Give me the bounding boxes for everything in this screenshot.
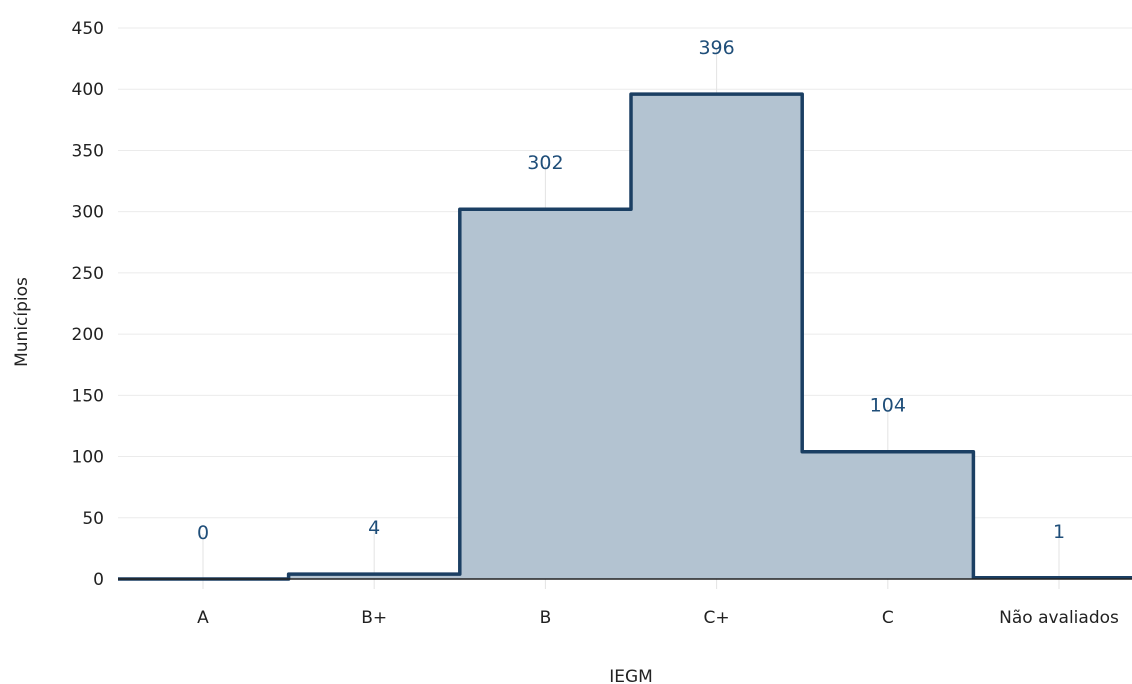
x-tick-label-4: C xyxy=(882,608,894,628)
y-tick-label-350: 350 xyxy=(72,141,104,161)
x-tick-label-5: Não avaliados xyxy=(999,608,1119,628)
x-tick-label-3: C+ xyxy=(704,608,730,628)
series xyxy=(118,92,1132,581)
data-label-1: 4 xyxy=(368,517,380,539)
data-label-4: 104 xyxy=(870,395,906,417)
y-axis-ticks: 0 50 100 150 200 250 300 350 400 450 xyxy=(72,19,104,590)
x-axis-ticks: A B+ B C+ C Não avaliados xyxy=(197,608,1119,628)
y-tick-label-450: 450 xyxy=(72,19,104,39)
y-tick-label-0: 0 xyxy=(93,570,104,590)
y-tick-label-50: 50 xyxy=(82,509,104,529)
x-tick-label-2: B xyxy=(540,608,552,628)
y-tick-label-150: 150 xyxy=(72,386,104,406)
series-line xyxy=(118,92,1132,581)
y-tick-label-300: 300 xyxy=(72,203,104,223)
data-labels: 0 4 302 396 104 1 xyxy=(197,37,1065,544)
data-label-0: 0 xyxy=(197,522,209,544)
y-tick-label-200: 200 xyxy=(72,325,104,345)
y-tick-label-100: 100 xyxy=(72,448,104,468)
data-label-3: 396 xyxy=(698,37,734,59)
x-tick-label-1: B+ xyxy=(361,608,387,628)
data-label-2: 302 xyxy=(527,152,563,174)
x-axis-title: IEGM xyxy=(609,667,653,684)
data-label-5: 1 xyxy=(1053,521,1065,543)
series-area xyxy=(118,94,1132,579)
y-tick-label-400: 400 xyxy=(72,80,104,100)
y-axis-title: Municípios xyxy=(12,277,32,367)
y-tick-label-250: 250 xyxy=(72,264,104,284)
x-tick-label-0: A xyxy=(197,608,209,628)
